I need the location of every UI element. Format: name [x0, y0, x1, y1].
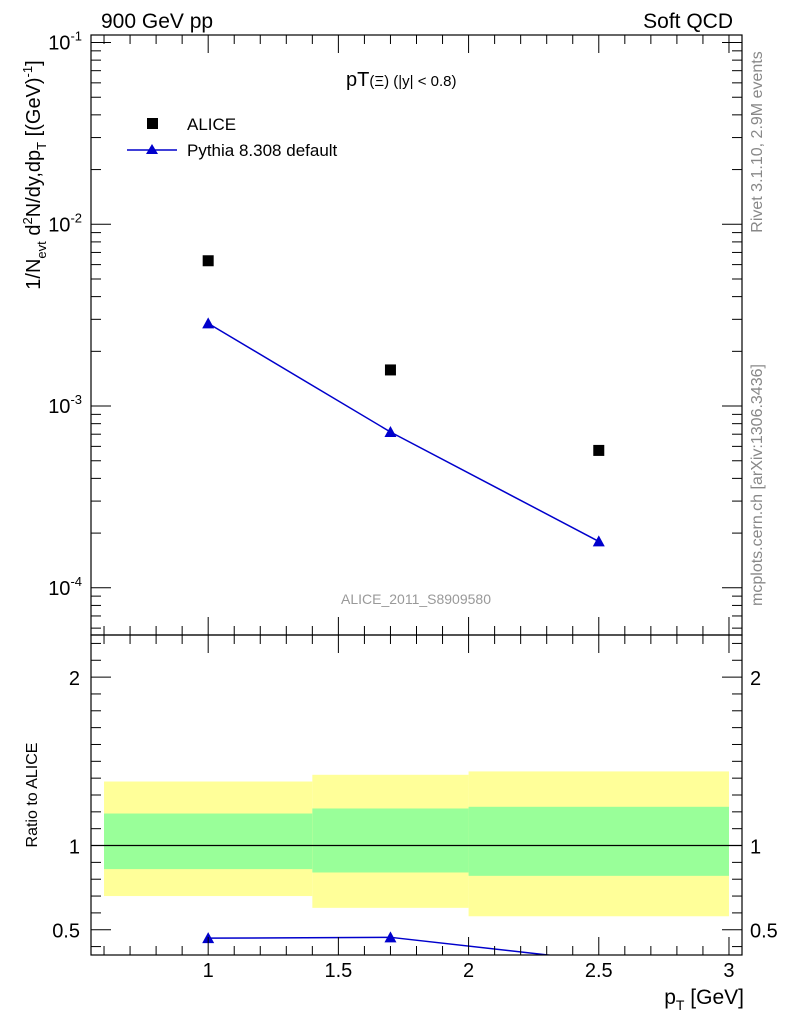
alice-point [202, 255, 214, 267]
ratio-y-tick-label-left: 2 [69, 668, 80, 690]
pythia-line [207, 322, 600, 543]
x-tick-label: 2.5 [585, 960, 613, 982]
analysis-watermark: ALICE_2011_S8909580 [341, 591, 491, 607]
alice-point [384, 364, 396, 376]
legend-label-pythia: Pythia 8.308 default [187, 141, 338, 160]
main-y-axis-label: 1/Nevt d2N/dy,dpT [(GeV)-1] [20, 60, 49, 289]
main-title: pT(Ξ) (|y| < 0.8) [346, 69, 457, 91]
x-tick-label: 1.5 [324, 960, 352, 982]
main-data-marks [202, 255, 605, 547]
ratio-y-tick-label-left: 1 [69, 837, 80, 859]
legend-marker-pythia [146, 144, 158, 154]
ratio-pythia-point [384, 931, 397, 943]
pythia-point [202, 317, 215, 329]
ratio-plot-panel: 0.5 0.5 1 1 2 2 1 1.5 2 2.5 3 Ratio to ALICE pT [G… [24, 634, 778, 1013]
ratio-band-green [312, 808, 469, 873]
x-tick-label: 3 [723, 960, 734, 982]
main-y-tick-label: 10-2 [48, 210, 82, 236]
legend-marker-alice [147, 118, 158, 129]
mcplots-label: mcplots.cern.ch [arXiv:1306.3436] [749, 364, 766, 606]
ratio-y-tick-label-right: 1 [750, 837, 761, 859]
ratio-series-group [202, 931, 599, 955]
title-paren: (Ξ) [369, 73, 389, 90]
x-tick-label: 2 [463, 960, 474, 982]
legend-label-alice: ALICE [187, 115, 236, 134]
ratio-data-marks [202, 931, 599, 955]
x-axis-label: pT [GeV] [664, 986, 744, 1013]
main-y-tick-labels: 10-1 10-2 10-3 10-4 [48, 29, 82, 600]
ratio-axis-ticks [91, 635, 742, 955]
title-rest: (|y| < 0.8) [389, 73, 456, 90]
title-main: pT [346, 69, 369, 91]
header-left: 900 GeV pp [101, 10, 213, 33]
main-axis-ticks [91, 35, 742, 635]
pythia-point [592, 535, 605, 547]
pythia-point [384, 425, 397, 437]
ratio-y-tick-label-left: 0.5 [52, 921, 80, 943]
ratio-tick-labels: 0.5 0.5 1 1 2 2 1 1.5 2 2.5 3 [52, 668, 778, 982]
ratio-band-green [104, 813, 313, 870]
ratio-band-green [468, 806, 729, 876]
main-plot-panel: 10-1 10-2 10-3 10-4 pT(Ξ) (|y| < 0.8) ALICE… [20, 29, 743, 636]
legend: ALICE Pythia 8.308 default [127, 115, 338, 160]
ratio-y-tick-label-right: 0.5 [750, 921, 778, 943]
header-right: Soft QCD [643, 10, 733, 33]
x-tick-label: 1 [203, 960, 214, 982]
main-y-tick-label: 10-1 [48, 29, 82, 55]
main-y-tick-label: 10-4 [48, 574, 82, 600]
ratio-uncertainty-bands [104, 771, 729, 917]
rivet-label: Rivet 3.1.10, 2.9M events [749, 51, 766, 232]
ratio-y-axis-label: Ratio to ALICE [24, 743, 41, 848]
main-y-tick-label: 10-3 [48, 392, 82, 418]
ratio-y-tick-label-right: 2 [750, 668, 761, 690]
ratio-pythia-line [208, 936, 555, 955]
alice-point [593, 444, 605, 456]
